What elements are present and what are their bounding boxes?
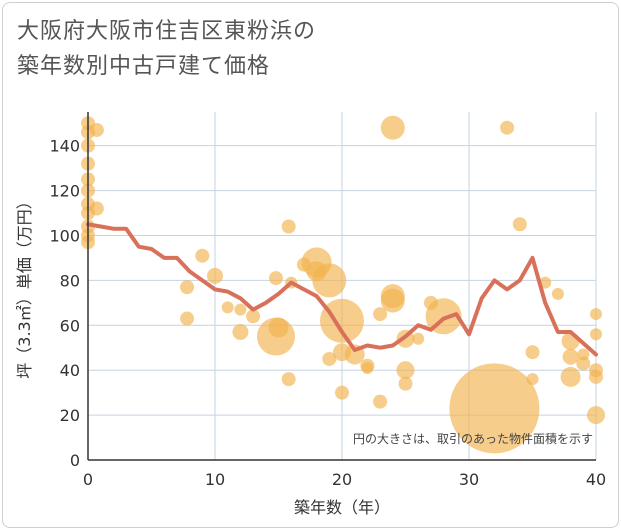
y-tick-label-60: 60 xyxy=(60,316,80,335)
data-bubble-52 xyxy=(525,345,540,360)
data-bubble-34 xyxy=(335,385,349,400)
bubble-size-note: 円の大きさは、取引のあった物件面積を示す xyxy=(353,431,593,446)
data-bubble-46 xyxy=(412,332,425,345)
data-bubble-31 xyxy=(322,351,337,366)
average-price-line-0 xyxy=(86,222,598,357)
data-bubble-14 xyxy=(180,311,195,326)
x-tick-label-30: 30 xyxy=(459,470,479,489)
average-line-layer xyxy=(86,222,598,357)
data-bubble-56 xyxy=(561,332,580,351)
data-bubble-19 xyxy=(234,303,247,316)
data-bubble-61 xyxy=(590,308,602,321)
x-tick-label-40: 40 xyxy=(586,470,606,489)
y-tick-label-80: 80 xyxy=(60,271,80,290)
x-tick-label-10: 10 xyxy=(205,470,225,489)
data-bubble-11 xyxy=(89,122,104,137)
data-bubble-57 xyxy=(562,348,579,365)
data-bubble-37 xyxy=(361,361,374,374)
data-bubble-21 xyxy=(268,271,283,286)
data-bubble-39 xyxy=(373,307,388,322)
data-bubble-38 xyxy=(373,394,388,409)
data-bubble-25 xyxy=(281,372,296,387)
data-bubble-18 xyxy=(232,324,249,341)
data-bubble-58 xyxy=(560,366,581,387)
data-bubble-40 xyxy=(380,115,405,140)
data-bubble-55 xyxy=(551,287,564,300)
y-tick-label-140: 140 xyxy=(49,137,80,156)
data-bubble-12 xyxy=(89,201,104,216)
y-tick-label-120: 120 xyxy=(49,182,80,201)
data-bubble-17 xyxy=(221,301,234,314)
data-bubble-15 xyxy=(195,248,210,263)
x-axis-title: 築年数（年） xyxy=(294,498,390,517)
data-bubble-51 xyxy=(512,217,527,232)
data-bubble-65 xyxy=(587,406,605,425)
data-bubble-44 xyxy=(396,361,415,380)
data-bubble-32 xyxy=(320,298,364,343)
tick-labels: 0 20 40 60 80 100 120 140 0 10 20 30 40 xyxy=(49,137,606,489)
data-bubble-42 xyxy=(380,288,405,313)
bubble-layer xyxy=(81,115,605,454)
y-tick-label-40: 40 xyxy=(60,361,80,380)
data-bubble-23 xyxy=(268,317,289,338)
chart-title-line-1: 大阪府大阪市住吉区東粉浜の xyxy=(17,19,317,44)
data-bubble-45 xyxy=(398,376,413,391)
data-bubble-64 xyxy=(589,369,603,384)
chart-title: 大阪府大阪市住吉区東粉浜の 築年数別中古戸建て価格 xyxy=(17,14,316,84)
data-bubble-30 xyxy=(312,263,347,298)
data-bubble-13 xyxy=(180,280,195,295)
data-bubble-24 xyxy=(281,219,296,234)
y-tick-label-0: 0 xyxy=(70,451,80,470)
data-bubble-20 xyxy=(246,309,261,324)
data-bubble-62 xyxy=(590,328,602,341)
data-bubble-49 xyxy=(449,363,540,454)
data-bubble-16 xyxy=(207,267,223,284)
chart-title-line-2: 築年数別中古戸建て価格 xyxy=(17,54,271,79)
y-axis-title: 坪（3.3㎡）単価（万円） xyxy=(15,193,34,378)
data-bubble-53 xyxy=(526,373,539,386)
y-tick-label-20: 20 xyxy=(60,406,80,425)
y-tick-label-100: 100 xyxy=(49,226,80,245)
data-bubble-50 xyxy=(500,120,515,135)
x-tick-label-20: 20 xyxy=(332,470,352,489)
axes xyxy=(87,112,596,461)
x-tick-label-0: 0 xyxy=(83,470,93,489)
data-bubble-60 xyxy=(576,356,591,371)
